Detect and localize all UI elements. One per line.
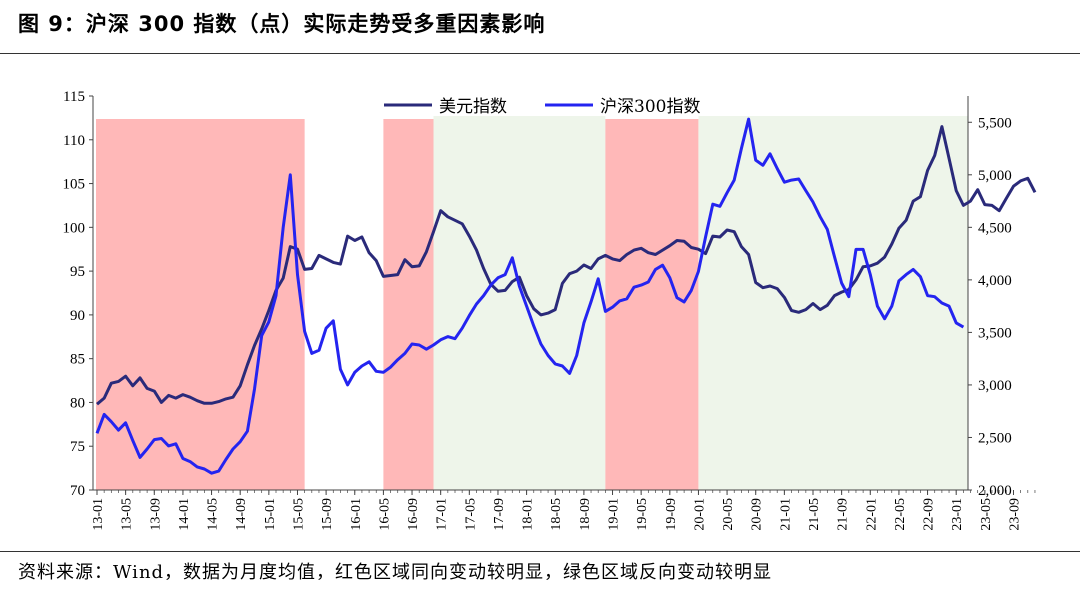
x-tick-label: 16-09	[406, 498, 421, 531]
y-right-tick-label: 4,500	[978, 220, 1012, 236]
y-left-tick-label: 95	[70, 264, 85, 280]
x-tick-label: 13-09	[148, 498, 163, 531]
x-tick-label: 23-09	[1007, 498, 1022, 531]
series-csi300-line	[95, 117, 965, 475]
x-tick-label: 20-09	[750, 498, 765, 531]
source-note: 资料来源：Wind，数据为月度均值，红色区域同向变动较明显，绿色区域反向变动较明…	[18, 562, 773, 583]
chart-series	[95, 117, 1037, 475]
band-red	[605, 119, 699, 490]
x-tick-label: 17-01	[435, 498, 450, 531]
x-tick-label: 23-01	[950, 498, 965, 531]
shaded-bands	[96, 116, 968, 490]
y-right-tick-label: 3,000	[978, 378, 1012, 394]
x-tick-label: 18-05	[549, 498, 564, 531]
y-right-tick-label: 3,500	[978, 325, 1012, 341]
y-left-tick-label: 70	[70, 483, 85, 499]
x-tick-label: 19-01	[607, 498, 622, 531]
x-tick-label: 21-01	[778, 498, 793, 531]
y-left-tick-label: 75	[70, 439, 85, 455]
x-tick-label: 18-01	[521, 498, 536, 531]
band-green	[433, 116, 606, 490]
x-tick-label: 16-01	[349, 498, 364, 531]
x-tick-label: 22-01	[864, 498, 879, 531]
y-left-tick-label: 85	[70, 352, 85, 368]
x-tick-label: 23-05	[979, 498, 994, 531]
y-right-tick-label: 5,500	[978, 115, 1012, 131]
y-right-tick-label: 2,500	[978, 430, 1012, 446]
y-left-tick-label: 105	[63, 177, 86, 193]
source-rule	[0, 551, 1080, 552]
y-left-tick-label: 90	[70, 308, 85, 324]
x-tick-label: 20-01	[692, 498, 707, 531]
legend-label-usd: 美元指数	[439, 97, 507, 117]
y-left-tick-label: 110	[63, 133, 85, 149]
x-tick-label: 22-09	[922, 498, 937, 531]
x-tick-label: 14-09	[234, 498, 249, 531]
y-right-tick-label: 4,000	[978, 273, 1012, 289]
y-right-tick-label: 2,000	[978, 483, 1012, 499]
x-tick-label: 17-05	[463, 498, 478, 531]
x-tick-label: 21-05	[807, 498, 822, 531]
x-tick-label: 14-05	[206, 498, 221, 531]
x-tick-label: 19-05	[635, 498, 650, 531]
x-tick-label: 16-05	[377, 498, 392, 531]
chart-legend: 美元指数 沪深300指数	[384, 97, 700, 117]
x-tick-label: 14-01	[177, 498, 192, 531]
x-tick-label: 20-05	[721, 498, 736, 531]
y-right-tick-label: 5,000	[978, 168, 1012, 184]
x-tick-label: 17-09	[492, 498, 507, 531]
legend-label-csi300: 沪深300指数	[600, 97, 700, 117]
x-tick-label: 15-05	[291, 498, 306, 531]
x-tick-label: 13-05	[120, 498, 135, 531]
x-tick-label: 22-05	[893, 498, 908, 531]
series-usd-index-line	[96, 125, 1037, 406]
y-left-tick-label: 115	[63, 89, 85, 105]
x-tick-label: 15-09	[320, 498, 335, 531]
y-left-tick-label: 100	[63, 220, 86, 236]
figure-title: 图 9：沪深 300 指数（点）实际走势受多重因素影响	[18, 12, 546, 36]
y-left-tick-label: 80	[70, 395, 85, 411]
chart-axes: 70 75 80 85 90 95 100 105 110 115 2,000 2,500 3,000 3…	[63, 89, 1036, 531]
x-tick-label: 15-01	[263, 498, 278, 531]
x-tick-label: 21-09	[836, 498, 851, 531]
x-tick-label: 18-09	[578, 498, 593, 531]
title-rule	[0, 53, 1080, 54]
band-red	[383, 119, 434, 490]
x-tick-label: 13-01	[91, 498, 106, 531]
x-tick-label: 19-09	[664, 498, 679, 531]
band-green	[698, 116, 968, 490]
